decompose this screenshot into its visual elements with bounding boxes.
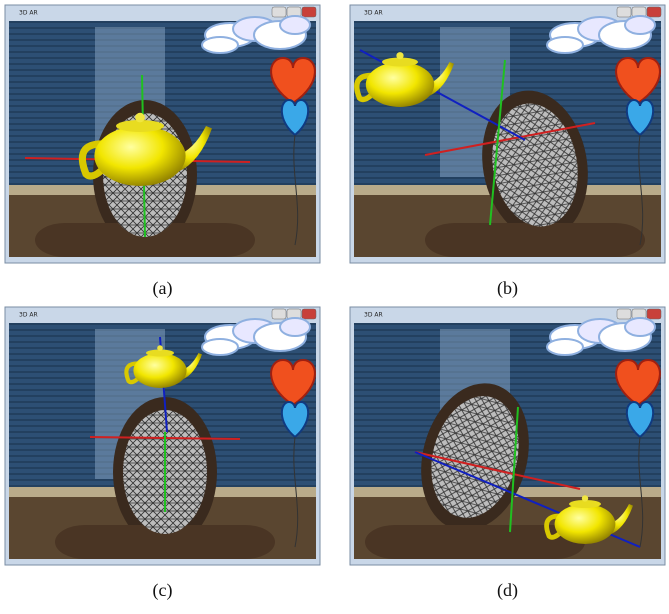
camera-view [354, 318, 661, 559]
cloud [280, 16, 310, 34]
window-title: 3D AR [19, 10, 38, 17]
cloud [625, 16, 655, 34]
teapot-body [555, 504, 616, 544]
window-button [272, 7, 286, 17]
window-button [617, 309, 631, 319]
camera-view [9, 318, 316, 559]
teapot-knob [135, 113, 145, 123]
camera-view [354, 16, 661, 257]
cloud [280, 318, 310, 336]
caption: (c) [153, 580, 173, 601]
caption: (a) [153, 278, 173, 299]
figure: 3D AR (a) 3D AR (b) 3D AR (c) 3D AR (d) [0, 0, 669, 614]
window-title: 3D AR [364, 10, 383, 17]
window-button [302, 7, 316, 17]
cloud [202, 339, 238, 355]
panel: 3D AR [350, 5, 665, 263]
window-button [647, 7, 661, 17]
camera-view [9, 16, 316, 257]
cloud [547, 339, 583, 355]
caption: (d) [497, 580, 518, 601]
window-button [302, 309, 316, 319]
shoulders [365, 525, 585, 559]
teapot-body [94, 126, 185, 186]
cloud [547, 37, 583, 53]
panel: 3D AR [5, 5, 320, 263]
window-title: 3D AR [364, 312, 383, 319]
window-title: 3D AR [19, 312, 38, 319]
teapot-body [133, 353, 186, 388]
window-button [617, 7, 631, 17]
teapot-knob [396, 52, 403, 59]
window-button [272, 309, 286, 319]
window-button [647, 309, 661, 319]
panel: 3D AR [350, 307, 665, 565]
cloud [202, 37, 238, 53]
caption: (b) [497, 278, 518, 299]
teapot-knob [157, 345, 163, 351]
cloud [625, 318, 655, 336]
teapot-knob [582, 495, 588, 501]
panel: 3D AR [5, 307, 320, 565]
shoulders [425, 223, 645, 257]
teapot-body [366, 62, 434, 107]
